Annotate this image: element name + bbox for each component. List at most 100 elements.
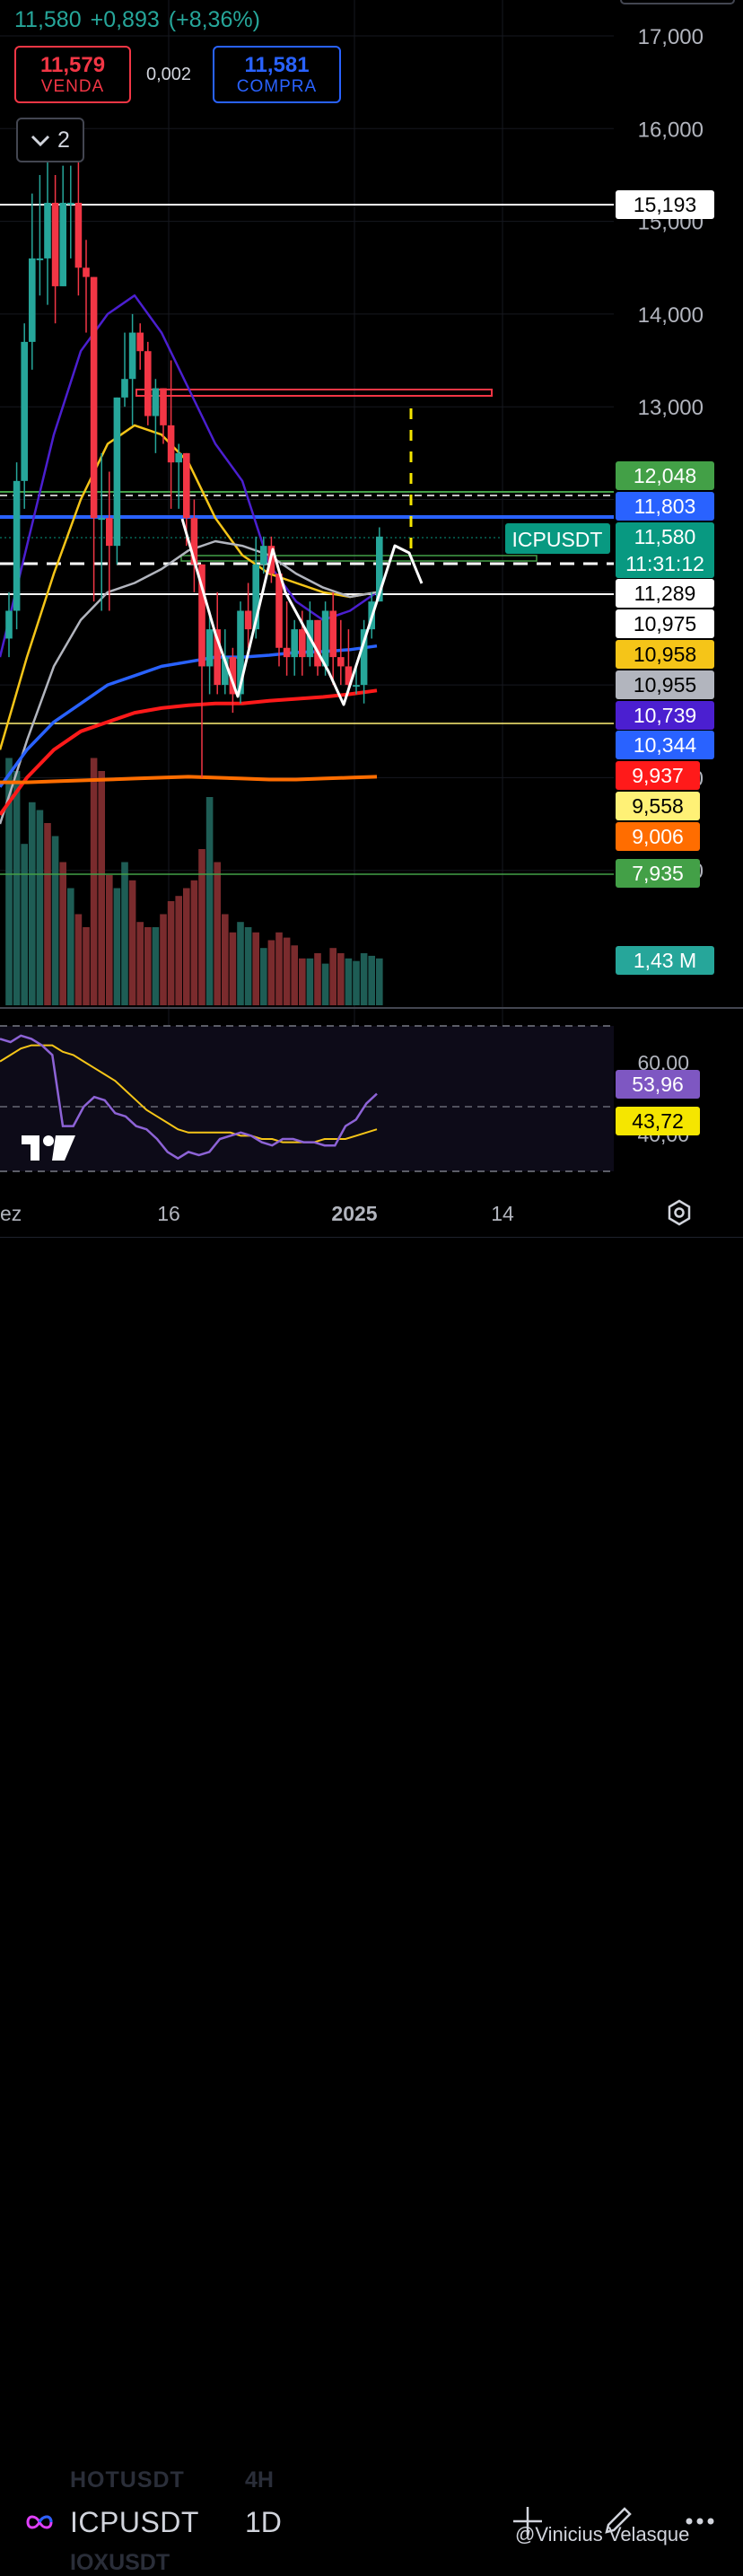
price-change: +0,893 [90,7,160,32]
price-label-bg [616,946,714,975]
volume-bar [306,958,314,1005]
price-label-bg [616,609,714,638]
volume-bar [360,953,368,1005]
top-right-tab [620,0,735,4]
buy-button[interactable]: 11,581 COMPRA [213,46,341,103]
volume-bar [51,836,59,1005]
price-axis: 17,00016,00015,00014,00013,00012,00011,0… [505,0,735,1146]
volume-bar [21,844,28,1005]
price-label-badge: 9,006 [616,822,700,851]
candle-body [237,610,244,695]
candle-body [345,666,353,686]
rsi-value-bg [616,1070,700,1099]
rsi-ma-value: 43,72 [632,1109,684,1133]
rsi-pane [0,1025,614,1172]
candle-body [160,388,167,425]
price-label-badge: 10,958 [616,640,714,669]
candle-body [205,629,214,667]
candle-body [167,425,175,463]
price-label-value: 9,558 [632,794,684,818]
volume-bar [353,960,360,1005]
ghost-timeframe-top: 4H [245,2467,274,2493]
price-label-value: 7,935 [632,862,684,885]
candle-body [299,629,306,658]
price-chart[interactable]: 17,00016,00015,00014,00013,00012,00011,0… [0,0,743,1321]
candle-body [113,397,121,547]
candle-body [321,610,329,667]
rsi-line [0,1034,378,1161]
volume-bar [222,914,229,1005]
candle-body [98,518,105,521]
candle-body [260,546,267,565]
settings-icon-center [674,1207,685,1218]
candle-body [175,452,182,463]
timeframe-selector[interactable]: 1D [245,2506,282,2538]
volume-bar [237,922,244,1005]
candlesticks [5,146,383,778]
candle-body [198,564,205,667]
settings-icon[interactable] [668,1199,691,1226]
volume-bar [299,958,306,1005]
price-label-badge: 10,955 [616,670,714,699]
candle-body [222,657,229,686]
price-label-bg [616,190,714,219]
price-label-value: 10,739 [634,704,696,727]
volume-bar [29,802,36,1005]
volume-bar [183,888,190,1005]
price-label-value: 10,344 [634,733,697,757]
candle-body [144,351,152,416]
rsi-value: 53,96 [632,1073,684,1096]
moving-averages [0,294,378,825]
volume-bar [205,797,214,1005]
price-tick-label: 14,000 [638,303,704,328]
price-tick-label: 13,000 [638,396,704,420]
volume-bar [44,823,51,1005]
chart-drawings [180,408,424,706]
spread-value: 0,002 [146,65,192,84]
candle-body [67,202,74,205]
volume-bar [198,849,205,1005]
tradingview-logo-icon [22,1135,75,1161]
price-label-bg [616,731,714,759]
volume-bar [152,927,160,1005]
volume-bar [267,940,275,1005]
volume-bar [98,771,105,1005]
time-tick-label: ez [0,1202,22,1225]
price-label-bg [616,701,714,730]
price-label-value: 1,43 M [634,949,696,972]
pattern-drawing [180,518,424,706]
candle-body [229,657,237,695]
infinity-icon [26,2515,53,2529]
candle-body [59,202,66,286]
price-label-value: 11,289 [634,582,696,605]
moving-average-line [0,294,378,658]
symbol-selector[interactable]: ICPUSDT [70,2506,199,2538]
candle-body [252,564,259,630]
settings-icon-hex [668,1199,691,1226]
volume-bar [136,922,144,1005]
price-label-bg [616,670,714,699]
price-label-value: 12,048 [634,464,696,487]
price-quote: 11,580 +0,893 (+8,36%) [14,7,269,33]
volume-bar [368,955,375,1005]
price-tick-label: 16,000 [638,118,704,142]
price-label-badge: 11,803 [616,492,714,521]
volume-bar [214,862,221,1005]
candle-body [244,610,252,630]
volume-bar [59,862,66,1005]
candle-body [44,202,51,258]
candle-body [360,629,368,686]
sell-button[interactable]: 11,579 VENDA [14,46,131,103]
sell-price: 11,579 [39,53,106,77]
candle-body [128,332,136,380]
indicators-collapse-button[interactable]: 2 [16,118,84,162]
volume-bar [13,771,21,1005]
price-label-badge: 1,43 M [616,946,714,975]
candle-body [51,202,59,286]
volume-bars [5,758,383,1005]
price-change-percent: (+8,36%) [168,7,260,32]
price-label-badge: 11,580 11:31:12 [616,522,714,578]
ghost-symbol-top: HOTUSDT [70,2467,185,2493]
price-label-badge: 10,739 [616,701,714,730]
candle-body [283,647,291,658]
